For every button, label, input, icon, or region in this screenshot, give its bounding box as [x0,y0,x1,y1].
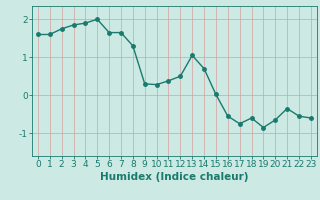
X-axis label: Humidex (Indice chaleur): Humidex (Indice chaleur) [100,172,249,182]
